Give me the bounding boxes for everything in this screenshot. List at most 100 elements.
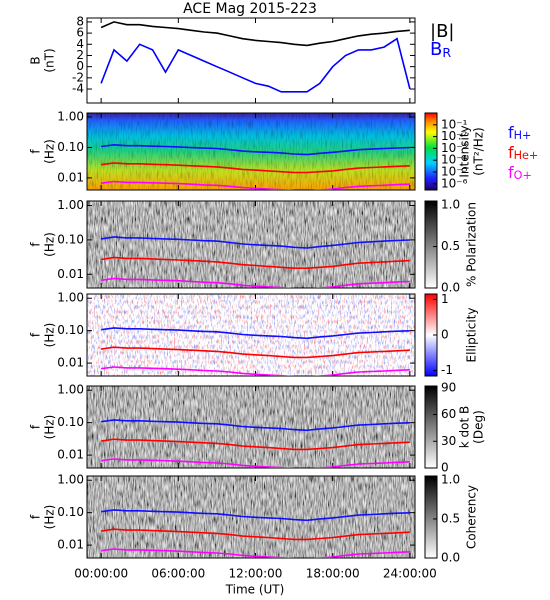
y-tick-label: 0.01: [57, 356, 84, 370]
y-axis-label: (Hz): [43, 323, 57, 348]
colorbar-tick-label: 1.0: [441, 198, 460, 212]
panel-frame: [86, 17, 416, 104]
panel-frame: [86, 475, 416, 559]
y-tick-label: 0.01: [57, 267, 84, 281]
series-line: [100, 162, 410, 174]
colorbar-tick-label: 10⁻³: [441, 141, 468, 155]
y-tick-label: 8: [76, 14, 84, 28]
series-line: [100, 180, 410, 190]
y-tick-label: 1.00: [57, 291, 84, 305]
y-axis-label: f: [29, 242, 43, 247]
x-axis-label: Time (UT): [225, 583, 285, 597]
series-line: [100, 236, 410, 249]
colorbar-tick-label: 10⁻⁶: [441, 176, 468, 190]
legend-name: B: [430, 39, 442, 60]
y-tick-label: -4: [72, 82, 84, 96]
y-axis-label: (Hz): [43, 505, 57, 530]
x-tick-label: 12:00:00: [229, 567, 283, 581]
y-tick-label: 1.00: [57, 473, 84, 487]
series-line: [100, 37, 411, 93]
series-line: [100, 143, 410, 156]
legend-sub: R: [442, 45, 451, 60]
y-tick-label: 2: [76, 48, 84, 62]
legend-sub: He+: [514, 149, 539, 162]
series-line: [100, 458, 410, 468]
y-axis-label: f: [29, 149, 43, 154]
y-axis-label: (Hz): [43, 139, 57, 164]
colorbar-tick-label: 0.5: [441, 239, 460, 253]
colorbar-label: (nT²/Hz): [472, 127, 486, 175]
colorbar-tick-label: 1.0: [441, 472, 460, 486]
y-tick-label: 6: [76, 26, 84, 40]
x-tick-label: 24:00:00: [383, 567, 437, 581]
legend-label: fH+: [508, 123, 531, 143]
colorbar: [424, 200, 438, 289]
series-line: [100, 509, 410, 522]
legend-sub: O+: [514, 169, 532, 182]
colorbar-label: (Deg): [472, 410, 486, 444]
colorbar-tick-label: 0: [441, 328, 449, 342]
legend-name: |B|: [430, 21, 454, 42]
legend-name: f: [508, 143, 514, 162]
y-tick-label: 1.00: [57, 383, 84, 397]
x-tick-label: 18:00:00: [306, 567, 360, 581]
colorbar-tick-label: 0.0: [441, 281, 460, 295]
legend-label: BR: [430, 39, 451, 60]
y-tick-label: 0.10: [57, 323, 84, 337]
series-line: [100, 327, 410, 340]
x-tick-label: 06:00:00: [151, 567, 205, 581]
chart-title: ACE Mag 2015-223: [183, 1, 317, 17]
y-tick-label: 1.00: [57, 198, 84, 212]
colorbar-tick-label: 1: [441, 292, 449, 306]
colorbar-tick-label: -1: [441, 363, 453, 377]
series-line: [100, 419, 410, 432]
legend-name: f: [508, 163, 514, 182]
y-tick-label: 1.00: [57, 109, 84, 123]
series-line: [100, 366, 410, 376]
colorbar-tick-label: 60: [441, 407, 456, 421]
series-line: [100, 438, 410, 451]
colorbar: [424, 112, 438, 191]
panel-frame: [86, 112, 416, 191]
y-tick-label: 0.01: [57, 170, 84, 184]
y-tick-label: -2: [72, 70, 84, 84]
colorbar-label: % Polarization: [465, 202, 479, 287]
colorbar-tick-label: 30: [441, 434, 456, 448]
colorbar-tick-label: 0.0: [441, 551, 460, 565]
colorbar-label: Coherency: [465, 485, 479, 549]
panel-frame: [86, 293, 416, 377]
colorbar-tick-label: 0: [441, 461, 449, 475]
colorbar: [424, 475, 438, 559]
colorbar: [424, 385, 438, 469]
y-tick-label: 0.10: [57, 140, 84, 154]
colorbar-tick-label: 10⁻⁴: [441, 153, 468, 167]
series-line: [100, 256, 410, 269]
colorbar-tick-label: 90: [441, 380, 456, 394]
colorbar-tick-label: 10⁻⁵: [441, 165, 468, 179]
colorbar-tick-label: 0.5: [441, 511, 460, 525]
series-line: [100, 277, 410, 288]
y-tick-label: 0.10: [57, 232, 84, 246]
y-axis-label: (nT): [43, 48, 57, 72]
x-tick-label: 00:00:00: [74, 567, 128, 581]
y-axis-label: f: [29, 424, 43, 429]
y-tick-label: 0.10: [57, 415, 84, 429]
colorbar-tick-label: 10⁻¹: [441, 117, 468, 131]
legend-name: f: [508, 123, 514, 142]
legend-sub: H+: [514, 129, 532, 142]
y-axis-label: (Hz): [43, 415, 57, 440]
legend-label: fHe+: [508, 143, 538, 163]
colorbar-label: k dot B: [458, 406, 472, 448]
panel-frame: [86, 200, 416, 289]
y-tick-label: 4: [76, 37, 84, 51]
colorbar-label: Ellipticity: [465, 308, 479, 363]
series-line: [100, 548, 410, 558]
panel-frame: [86, 385, 416, 469]
y-tick-label: 0.10: [57, 505, 84, 519]
legend-label: |B|: [430, 21, 454, 42]
legend-label: fO+: [508, 163, 532, 183]
y-tick-label: 0: [76, 59, 84, 73]
series-line: [100, 528, 410, 541]
y-axis-label: f: [29, 332, 43, 337]
